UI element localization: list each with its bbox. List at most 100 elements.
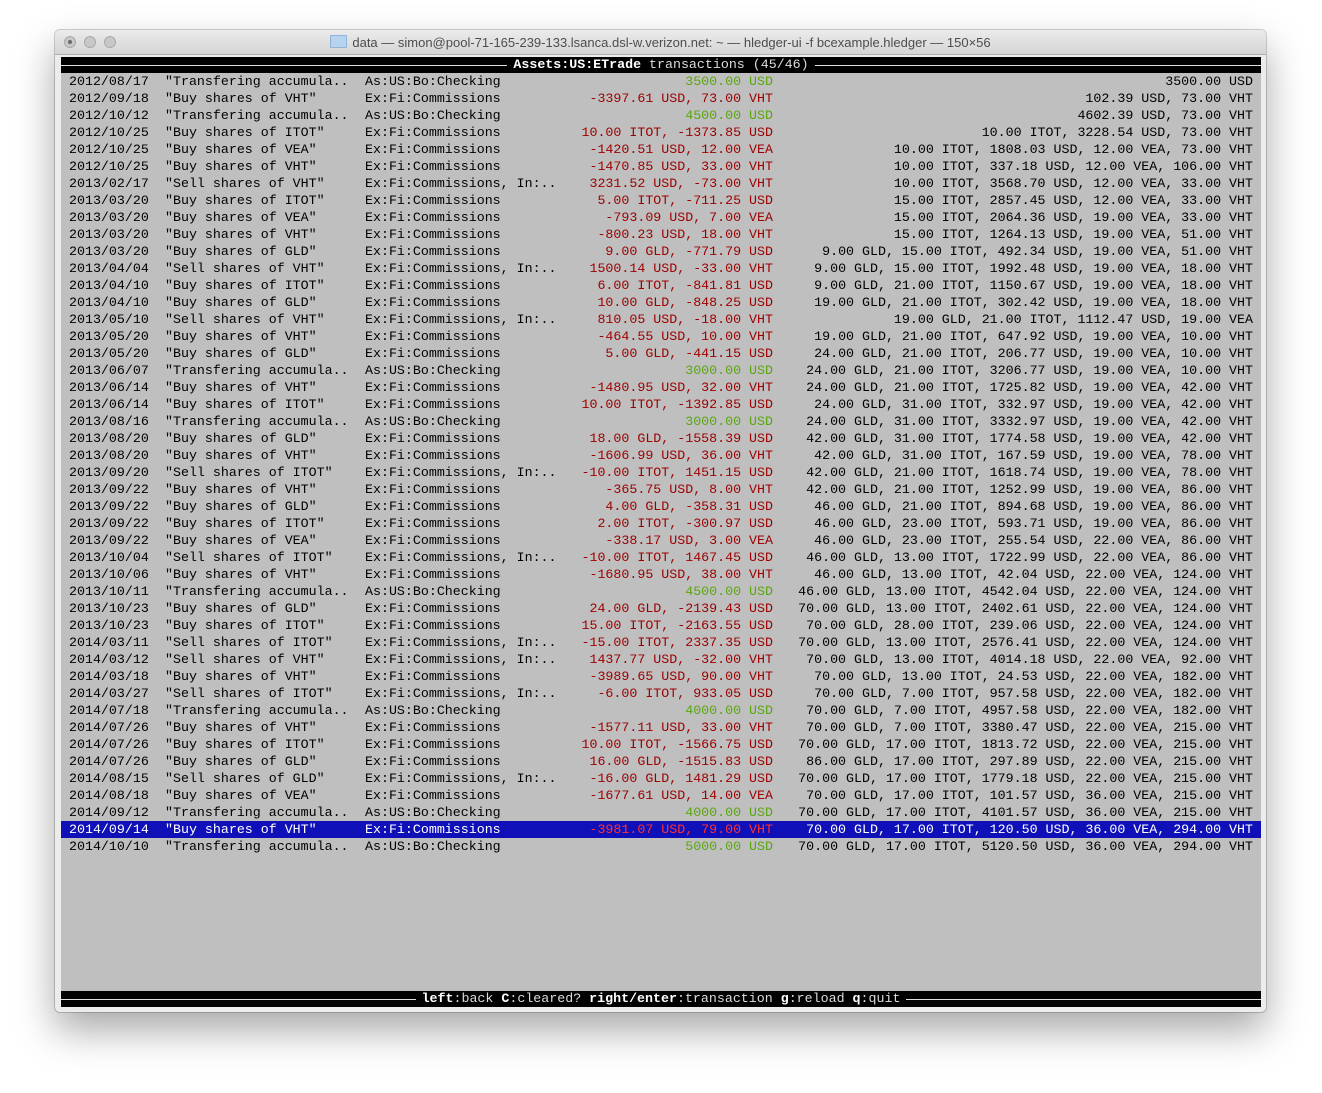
txn-amount: -10.00 ITOT, 1467.45 USD [581,550,773,565]
transaction-row-selected[interactable]: 2014/09/14 "Buy shares of VHT" Ex:Fi:Commi… [61,821,1261,838]
txn-account: Ex:Fi:Commissions [365,482,501,497]
key-hint: C:cleared? [501,991,582,1006]
transaction-row[interactable]: 2013/10/06 "Buy shares of VHT" Ex:Fi:Commi… [61,566,1261,583]
txn-description: "Buy shares of VHT" [165,720,317,735]
key-hint: g:reload [780,991,845,1006]
txn-amount: -365.75 USD, 8.00 VHT [605,482,773,497]
transaction-row[interactable]: 2014/09/12 "Transfering accumula.. As:US:B… [61,804,1261,821]
transaction-row[interactable]: 2013/04/10 "Buy shares of ITOT" Ex:Fi:Comm… [61,277,1261,294]
transaction-row[interactable]: 2012/08/17 "Transfering accumula.. As:US:B… [61,73,1261,90]
transaction-row[interactable]: 2013/09/22 "Buy shares of VEA" Ex:Fi:Commi… [61,532,1261,549]
txn-balance: 102.39 USD, 73.00 VHT [1085,91,1253,106]
txn-account: Ex:Fi:Commissions [365,601,501,616]
transaction-row[interactable]: 2014/10/10 "Transfering accumula.. As:US:B… [61,838,1261,855]
transaction-row[interactable]: 2012/10/12 "Transfering accumula.. As:US:B… [61,107,1261,124]
transaction-row[interactable]: 2013/09/22 "Buy shares of VHT" Ex:Fi:Commi… [61,481,1261,498]
transaction-row[interactable]: 2012/09/18 "Buy shares of VHT" Ex:Fi:Commi… [61,90,1261,107]
transaction-row[interactable]: 2014/07/26 "Buy shares of ITOT" Ex:Fi:Comm… [61,736,1261,753]
transaction-row[interactable]: 2013/06/14 "Buy shares of ITOT" Ex:Fi:Comm… [61,396,1261,413]
txn-date: 2014/07/26 [69,737,149,752]
txn-date: 2014/03/12 [69,652,149,667]
txn-amount: -3397.61 USD, 73.00 VHT [589,91,773,106]
txn-description: "Transfering accumula.. [165,363,349,378]
txn-date: 2013/08/20 [69,431,149,446]
transaction-row[interactable]: 2014/03/11 "Sell shares of ITOT" Ex:Fi:Com… [61,634,1261,651]
txn-description: "Buy shares of GLD" [165,431,317,446]
txn-account: Ex:Fi:Commissions, In:.. [365,465,557,480]
transaction-row[interactable]: 2014/07/26 "Buy shares of GLD" Ex:Fi:Commi… [61,753,1261,770]
close-button[interactable] [64,36,76,48]
transaction-row[interactable]: 2013/03/20 "Buy shares of GLD" Ex:Fi:Commi… [61,243,1261,260]
txn-account: Ex:Fi:Commissions [365,329,501,344]
terminal-screen[interactable]: Assets:US:ETrade transactions (45/46) 20… [61,57,1261,1012]
txn-description: "Buy shares of VHT" [165,159,317,174]
txn-account: Ex:Fi:Commissions [365,142,501,157]
transaction-row[interactable]: 2014/08/15 "Sell shares of GLD" Ex:Fi:Comm… [61,770,1261,787]
transaction-row[interactable]: 2013/03/20 "Buy shares of VEA" Ex:Fi:Commi… [61,209,1261,226]
txn-description: "Sell shares of VHT" [165,261,325,276]
key-name: right/enter [589,991,677,1006]
transaction-row[interactable]: 2013/03/20 "Buy shares of ITOT" Ex:Fi:Comm… [61,192,1261,209]
transaction-row[interactable]: 2012/10/25 "Buy shares of VEA" Ex:Fi:Commi… [61,141,1261,158]
transaction-row[interactable]: 2013/09/22 "Buy shares of ITOT" Ex:Fi:Comm… [61,515,1261,532]
transaction-row[interactable]: 2013/08/20 "Buy shares of VHT" Ex:Fi:Commi… [61,447,1261,464]
txn-description: "Transfering accumula.. [165,584,349,599]
txn-amount: 3500.00 USD [685,74,773,89]
txn-description: "Buy shares of ITOT" [165,737,325,752]
transaction-row[interactable]: 2013/09/20 "Sell shares of ITOT" Ex:Fi:Com… [61,464,1261,481]
transaction-row[interactable]: 2013/10/23 "Buy shares of GLD" Ex:Fi:Commi… [61,600,1261,617]
transaction-row[interactable]: 2013/04/10 "Buy shares of GLD" Ex:Fi:Commi… [61,294,1261,311]
txn-date: 2013/04/10 [69,278,149,293]
txn-date: 2013/05/20 [69,346,149,361]
zoom-button[interactable] [104,36,116,48]
transaction-row[interactable]: 2013/05/20 "Buy shares of GLD" Ex:Fi:Commi… [61,345,1261,362]
txn-amount: 16.00 GLD, -1515.83 USD [589,754,773,769]
transaction-row[interactable]: 2013/10/04 "Sell shares of ITOT" Ex:Fi:Com… [61,549,1261,566]
txn-date: 2014/07/26 [69,720,149,735]
txn-balance: 86.00 GLD, 17.00 ITOT, 297.89 USD, 22.00… [806,754,1253,769]
transaction-row[interactable]: 2013/05/10 "Sell shares of VHT" Ex:Fi:Comm… [61,311,1261,328]
txn-amount: -3981.07 USD, 79.00 VHT [589,822,773,837]
txn-description: "Sell shares of VHT" [165,312,325,327]
transaction-row[interactable]: 2014/07/26 "Buy shares of VHT" Ex:Fi:Commi… [61,719,1261,736]
transaction-row[interactable]: 2014/07/18 "Transfering accumula.. As:US:B… [61,702,1261,719]
txn-balance: 70.00 GLD, 13.00 ITOT, 2402.61 USD, 22.0… [798,601,1253,616]
transaction-row[interactable]: 2013/05/20 "Buy shares of VHT" Ex:Fi:Commi… [61,328,1261,345]
transaction-row[interactable]: 2014/08/18 "Buy shares of VEA" Ex:Fi:Commi… [61,787,1261,804]
txn-account: Ex:Fi:Commissions [365,278,501,293]
txn-date: 2014/03/27 [69,686,149,701]
txn-description: "Buy shares of VHT" [165,227,317,242]
terminal-window: data — simon@pool-71-165-239-133.lsanca.… [55,30,1266,1012]
transaction-row[interactable]: 2012/10/25 "Buy shares of ITOT" Ex:Fi:Comm… [61,124,1261,141]
transaction-row[interactable]: 2014/03/12 "Sell shares of VHT" Ex:Fi:Comm… [61,651,1261,668]
transaction-row[interactable]: 2013/03/20 "Buy shares of VHT" Ex:Fi:Commi… [61,226,1261,243]
transaction-row[interactable]: 2013/04/04 "Sell shares of VHT" Ex:Fi:Comm… [61,260,1261,277]
txn-account: As:US:Bo:Checking [365,839,501,854]
transaction-row[interactable]: 2013/09/22 "Buy shares of GLD" Ex:Fi:Commi… [61,498,1261,515]
transaction-list[interactable]: 2012/08/17 "Transfering accumula.. As:US:B… [61,73,1261,855]
transaction-row[interactable]: 2014/03/27 "Sell shares of ITOT" Ex:Fi:Com… [61,685,1261,702]
txn-date: 2014/07/26 [69,754,149,769]
transaction-row[interactable]: 2013/06/07 "Transfering accumula.. As:US:B… [61,362,1261,379]
txn-date: 2013/03/20 [69,227,149,242]
transaction-row[interactable]: 2013/10/11 "Transfering accumula.. As:US:B… [61,583,1261,600]
transaction-row[interactable]: 2012/10/25 "Buy shares of VHT" Ex:Fi:Commi… [61,158,1261,175]
txn-description: "Transfering accumula.. [165,108,349,123]
transaction-row[interactable]: 2014/03/18 "Buy shares of VHT" Ex:Fi:Commi… [61,668,1261,685]
txn-account: Ex:Fi:Commissions [365,788,501,803]
txn-date: 2013/10/11 [69,584,149,599]
transaction-row[interactable]: 2013/08/16 "Transfering accumula.. As:US:B… [61,413,1261,430]
transaction-row[interactable]: 2013/06/14 "Buy shares of VHT" Ex:Fi:Commi… [61,379,1261,396]
transaction-row[interactable]: 2013/10/23 "Buy shares of ITOT" Ex:Fi:Comm… [61,617,1261,634]
txn-description: "Buy shares of VHT" [165,567,317,582]
txn-description: "Sell shares of VHT" [165,652,325,667]
txn-amount: -1480.95 USD, 32.00 VHT [589,380,773,395]
txn-account: Ex:Fi:Commissions [365,91,501,106]
txn-description: "Sell shares of ITOT" [165,686,333,701]
txn-date: 2013/05/20 [69,329,149,344]
txn-amount: 3231.52 USD, -73.00 VHT [589,176,773,191]
transaction-row[interactable]: 2013/08/20 "Buy shares of GLD" Ex:Fi:Commi… [61,430,1261,447]
txn-date: 2013/06/14 [69,380,149,395]
transaction-row[interactable]: 2013/02/17 "Sell shares of VHT" Ex:Fi:Comm… [61,175,1261,192]
minimize-button[interactable] [84,36,96,48]
